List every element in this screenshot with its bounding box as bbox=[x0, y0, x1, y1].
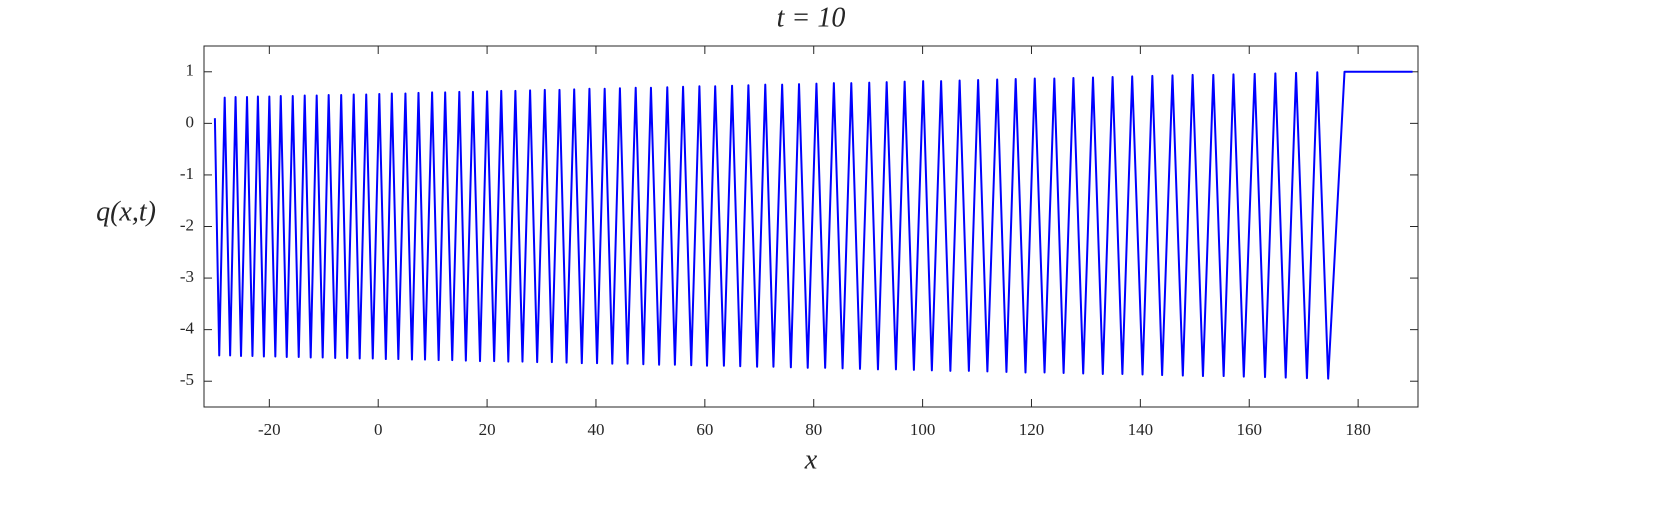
x-tick-label: 40 bbox=[587, 420, 604, 439]
y-tick-label: -4 bbox=[180, 319, 195, 338]
y-tick-label: -5 bbox=[180, 370, 194, 389]
y-tick-label: -2 bbox=[180, 215, 194, 234]
y-tick-label: 1 bbox=[186, 61, 195, 80]
x-axis-label: x bbox=[804, 444, 818, 475]
x-tick-label: 180 bbox=[1345, 420, 1371, 439]
x-tick-label: 100 bbox=[910, 420, 936, 439]
x-tick-label: 0 bbox=[374, 420, 383, 439]
x-tick-label: -20 bbox=[258, 420, 281, 439]
x-tick-label: 60 bbox=[696, 420, 713, 439]
x-tick-label: 80 bbox=[805, 420, 822, 439]
y-tick-label: -1 bbox=[180, 164, 194, 183]
x-tick-label: 120 bbox=[1019, 420, 1045, 439]
y-tick-label: 0 bbox=[186, 112, 195, 131]
chart-title: t = 10 bbox=[777, 2, 846, 33]
y-axis-label: q(x,t) bbox=[96, 196, 156, 227]
x-tick-label: 160 bbox=[1236, 420, 1262, 439]
x-tick-label: 20 bbox=[479, 420, 496, 439]
x-tick-label: 140 bbox=[1128, 420, 1154, 439]
line-series bbox=[213, 70, 1413, 380]
y-tick-label: -3 bbox=[180, 267, 194, 286]
